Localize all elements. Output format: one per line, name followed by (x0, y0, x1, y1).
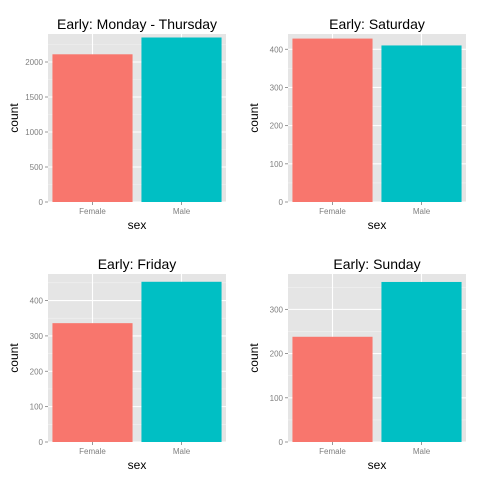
y-tick-label: 400 (30, 297, 44, 306)
bar-male (141, 38, 221, 203)
panel-title: Early: Monday - Thursday (57, 16, 217, 32)
bar-female (52, 54, 132, 202)
panel-title: Early: Saturday (329, 16, 425, 32)
y-tick-label: 0 (39, 438, 44, 447)
bar-male (381, 282, 461, 442)
bar-male (141, 282, 221, 442)
x-tick-label: Male (413, 207, 431, 216)
y-axis-title: count (7, 343, 21, 373)
y-tick-label: 500 (30, 163, 44, 172)
y-tick-label: 2000 (25, 58, 43, 67)
y-tick-label: 0 (279, 438, 284, 447)
x-axis-title: sex (128, 458, 147, 472)
panel-title: Early: Sunday (333, 256, 420, 272)
bar-female (52, 323, 132, 442)
y-tick-label: 300 (30, 332, 44, 341)
panel-1: 0 500 1000 1500 2000 Female Male Early: Monday … (7, 16, 226, 232)
bar-female (292, 39, 372, 202)
x-tick-label: Female (79, 447, 106, 456)
y-tick-label: 0 (279, 198, 284, 207)
x-tick-label: Female (319, 447, 346, 456)
x-tick-label: Female (79, 207, 106, 216)
x-tick-label: Female (319, 207, 346, 216)
y-tick-label: 400 (270, 45, 284, 54)
y-axis-title: count (247, 343, 261, 373)
y-axis-title: count (7, 103, 21, 133)
y-axis-title: count (247, 103, 261, 133)
y-tick-label: 300 (270, 305, 284, 314)
y-tick-label: 200 (270, 122, 284, 131)
bar-male (381, 45, 461, 202)
x-tick-label: Male (173, 207, 191, 216)
panel-3: 0 100 200 300 400 Female Male Early: Friday sex c… (7, 256, 226, 472)
y-tick-label: 200 (270, 350, 284, 359)
panel-title: Early: Friday (98, 256, 177, 272)
x-axis-title: sex (368, 458, 387, 472)
x-tick-label: Male (413, 447, 431, 456)
y-tick-label: 100 (270, 160, 284, 169)
y-tick-label: 1000 (25, 128, 43, 137)
panel-2: 0 100 200 300 400 Female Male Early: Saturday se… (247, 16, 466, 232)
x-axis-title: sex (368, 218, 387, 232)
y-tick-label: 1500 (25, 93, 43, 102)
panel-4: 0 100 200 300 Female Male Early: Sunday sex coun… (247, 256, 466, 472)
y-tick-label: 300 (270, 83, 284, 92)
y-tick-label: 200 (30, 367, 44, 376)
y-tick-label: 0 (39, 198, 44, 207)
y-tick-label: 100 (30, 403, 44, 412)
y-tick-label: 100 (270, 394, 284, 403)
x-axis-title: sex (128, 218, 147, 232)
x-tick-label: Male (173, 447, 191, 456)
bar-female (292, 337, 372, 442)
